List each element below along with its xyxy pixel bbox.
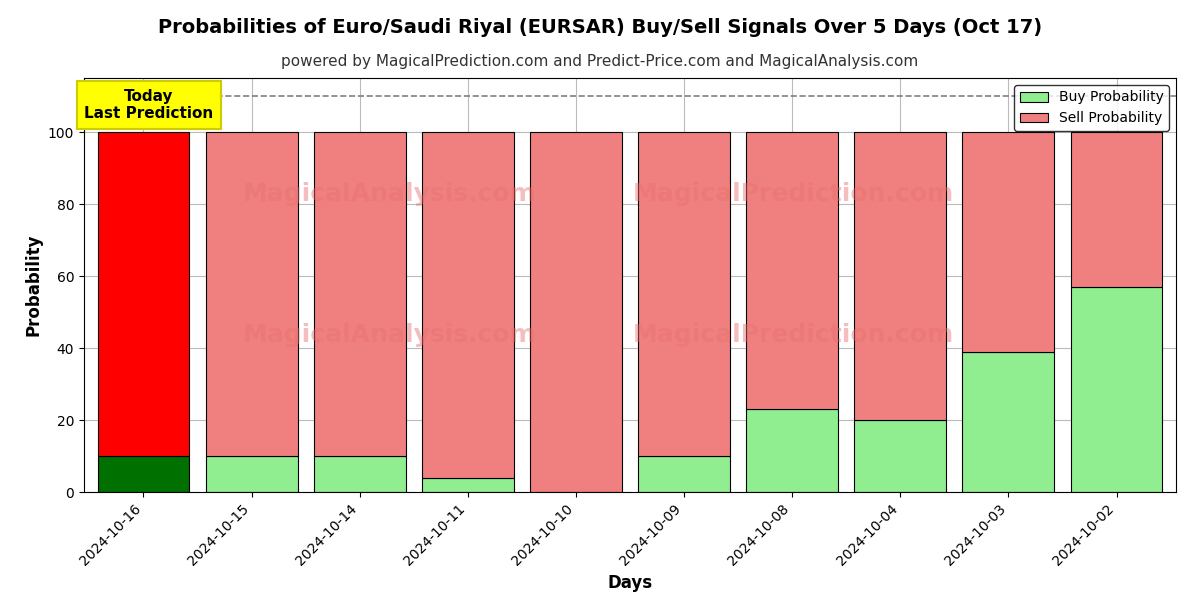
Text: MagicalAnalysis.com: MagicalAnalysis.com (242, 182, 536, 206)
Bar (746, 132, 838, 409)
Text: MagicalAnalysis.com: MagicalAnalysis.com (242, 323, 536, 347)
Bar (422, 478, 514, 492)
Bar (1070, 132, 1163, 287)
Bar (313, 456, 406, 492)
Text: Probabilities of Euro/Saudi Riyal (EURSAR) Buy/Sell Signals Over 5 Days (Oct 17): Probabilities of Euro/Saudi Riyal (EURSA… (158, 18, 1042, 37)
Y-axis label: Probability: Probability (24, 234, 42, 336)
Bar (530, 132, 622, 492)
Bar (962, 132, 1055, 352)
Bar (313, 132, 406, 456)
Bar (854, 132, 947, 420)
Bar (422, 132, 514, 478)
Legend: Buy Probability, Sell Probability: Buy Probability, Sell Probability (1014, 85, 1169, 131)
Bar (638, 132, 730, 456)
Bar (205, 456, 298, 492)
Bar (638, 456, 730, 492)
Bar (746, 409, 838, 492)
Bar (1070, 287, 1163, 492)
Text: Today
Last Prediction: Today Last Prediction (84, 89, 214, 121)
Bar (97, 132, 190, 456)
X-axis label: Days: Days (607, 574, 653, 592)
Text: MagicalPrediction.com: MagicalPrediction.com (634, 323, 954, 347)
Bar (205, 132, 298, 456)
Text: powered by MagicalPrediction.com and Predict-Price.com and MagicalAnalysis.com: powered by MagicalPrediction.com and Pre… (281, 54, 919, 69)
Text: MagicalPrediction.com: MagicalPrediction.com (634, 182, 954, 206)
Bar (97, 456, 190, 492)
Bar (962, 352, 1055, 492)
Bar (854, 420, 947, 492)
